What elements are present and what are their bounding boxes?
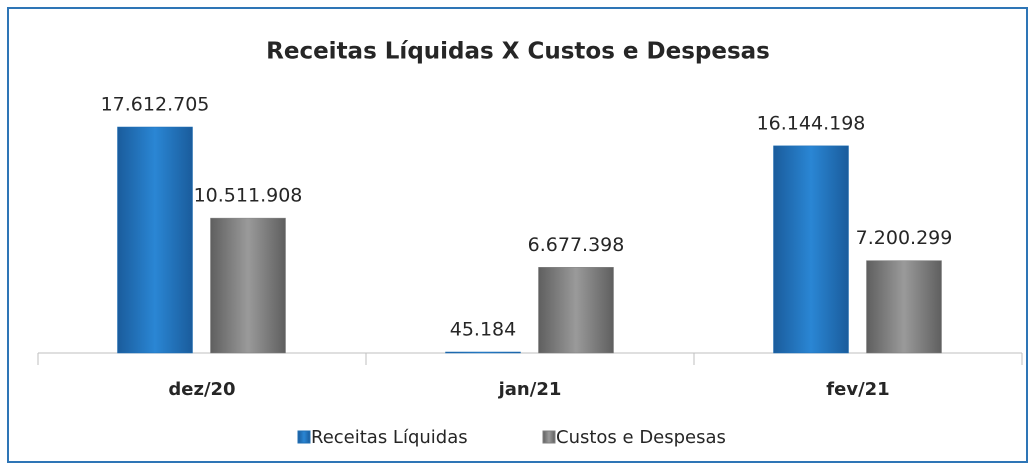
data-label: 6.677.398 bbox=[528, 234, 625, 256]
bar bbox=[210, 217, 286, 354]
bar bbox=[773, 145, 849, 354]
legend-marker bbox=[297, 430, 311, 444]
data-label: 7.200.299 bbox=[856, 227, 953, 249]
bar bbox=[538, 267, 614, 354]
x-tick-label: jan/21 bbox=[498, 379, 562, 400]
data-label: 10.511.908 bbox=[194, 185, 303, 207]
legend-label: Receitas Líquidas bbox=[311, 427, 468, 448]
x-tick-label: dez/20 bbox=[168, 379, 235, 400]
bar bbox=[117, 126, 193, 354]
x-tick-label: fev/21 bbox=[826, 379, 889, 400]
legend-marker bbox=[542, 430, 556, 444]
data-label: 17.612.705 bbox=[101, 94, 210, 116]
data-label: 45.184 bbox=[450, 319, 516, 341]
chart-title: Receitas Líquidas X Custos e Despesas bbox=[266, 39, 770, 65]
bar bbox=[866, 260, 942, 354]
bar bbox=[445, 351, 521, 354]
legend-label: Custos e Despesas bbox=[556, 427, 726, 448]
data-label: 16.144.198 bbox=[757, 112, 866, 134]
